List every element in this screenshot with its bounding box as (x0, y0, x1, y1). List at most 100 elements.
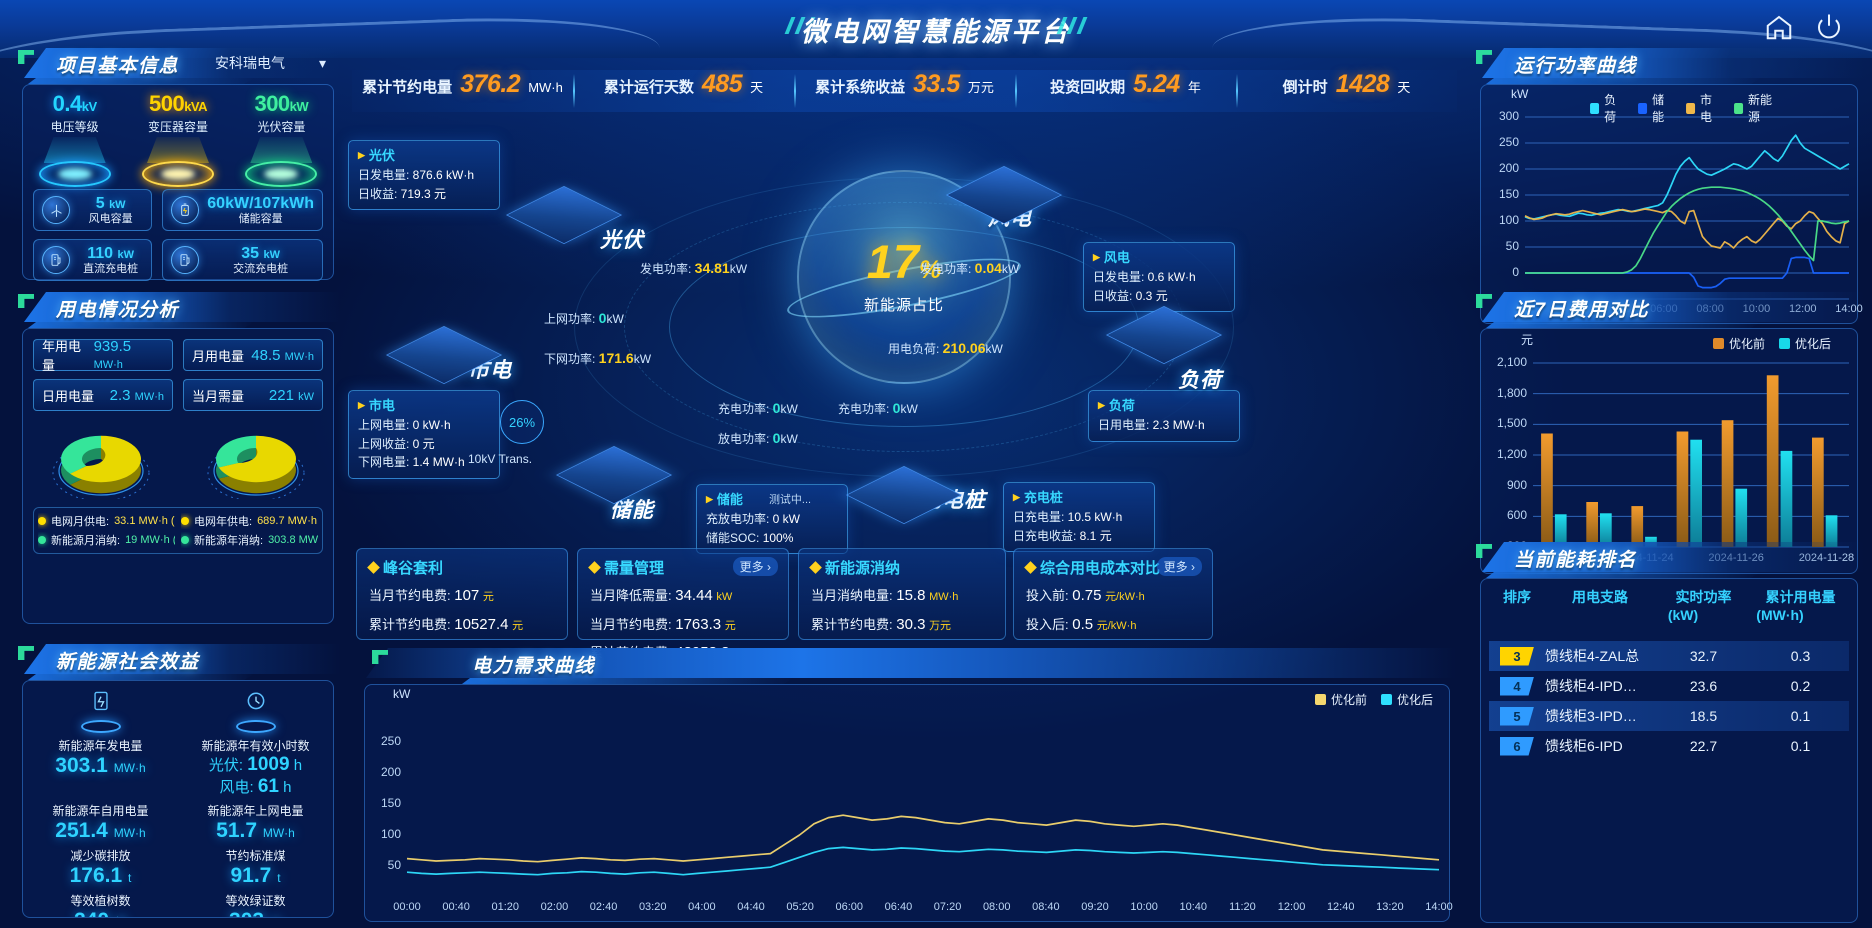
x-tick: 06:00 (835, 901, 864, 913)
gauge-1: 500kVA 变压器容量 (126, 91, 229, 187)
rank-badge: 6 (1500, 736, 1534, 756)
usage-card-0: 年用电量 939.5 MW·h (33, 338, 173, 373)
more-link[interactable]: 更多 › (732, 557, 778, 576)
y-tick: 1,500 (1496, 416, 1527, 431)
kpi-label: 累计系统收益 (815, 79, 906, 96)
table-row[interactable]: 3 馈线柜4-ZAL总 32.7 0.3 (1489, 641, 1849, 671)
x-tick: 14:00 (1425, 901, 1453, 913)
benefit-value: 51.7 MW·h (216, 819, 295, 842)
gauge-2: 300kW 光伏容量 (230, 91, 333, 187)
more-link[interactable]: 更多 › (1156, 557, 1202, 576)
node-card-title: 市电 (358, 396, 490, 416)
usage-card-1: 月用电量 48.5 MW·h (183, 339, 323, 371)
y-tick: 600 (1506, 508, 1527, 523)
legend-储能[interactable]: 储能 (1637, 91, 1672, 125)
legend-优化后[interactable]: 优化后 (1380, 691, 1433, 708)
rank-badge: 3 (1500, 646, 1534, 666)
legend-新能源[interactable]: 新能源 (1733, 91, 1778, 125)
capacity-card-0: 5 kW 风电容量 (33, 189, 153, 231)
y-tick: 1,200 (1496, 447, 1527, 461)
legend-优化前[interactable]: 优化前 (1712, 335, 1765, 352)
card-row-0: 当月消纳电量: 15.8 MW·h (811, 587, 959, 604)
legend-优化后[interactable]: 优化后 (1778, 335, 1831, 352)
x-tick: 10:40 (1179, 901, 1208, 913)
panel-usage-analysis: 用电情况分析 年用电量 939.5 MW·h 月用电量 48.5 MW·h 日用电量 2.… (10, 292, 340, 624)
panel-title: 用电情况分析 (56, 300, 180, 321)
power-icon[interactable] (1814, 12, 1844, 42)
node-platform-负荷 (1106, 272, 1222, 384)
x-tick: 08:40 (1032, 901, 1060, 913)
usage-card-2: 日用电量 2.3 MW·h (33, 379, 173, 411)
legend-label: 电网年供电: (194, 516, 253, 528)
gauge-beam (146, 137, 209, 163)
legend-swatch (1314, 694, 1326, 705)
capacity-label: 储能容量 (238, 212, 283, 225)
rank-power: 32.7 (1689, 648, 1718, 664)
legend-负荷[interactable]: 负荷 (1590, 91, 1624, 125)
rank-energy: 0.1 (1790, 738, 1811, 754)
benefit-cell-1: 新能源年有效小时数 光伏: 1009 h 风电: 61 h (178, 689, 333, 798)
rank-table: 排序 用电支路 实时功率 (kW) 累计用电量 (MW·h) 3 馈线柜4-ZAL总 32.7… (1480, 578, 1858, 923)
bar-0-3 (1676, 431, 1689, 547)
legend-swatch (1380, 694, 1392, 705)
transformer-label: 10kV Trans. (468, 452, 533, 466)
flow-discharge-power: 放电功率: 0kW (718, 430, 798, 446)
y-tick: 300 (1498, 109, 1519, 123)
usage-card-label: 当月需量 (192, 388, 245, 404)
node-platform-储能 (556, 412, 672, 524)
table-row[interactable]: 5 馈线柜3-IPD… 18.5 0.1 (1489, 701, 1849, 731)
legend-优化前[interactable]: 优化前 (1314, 691, 1367, 708)
gauge-beam (43, 137, 106, 163)
benefit-grid: 新能源年发电量 303.1 MW·h 新能源年有效小时数 光伏: 1009 h 风电: … (23, 689, 333, 917)
kpi-value: 485 (701, 70, 743, 98)
node-title-储能: 储能 (610, 499, 654, 522)
kpi-unit: 年 (1187, 80, 1201, 95)
table-row[interactable]: 6 馈线柜6-IPD 22.7 0.1 (1489, 731, 1849, 761)
y-tick: 150 (380, 796, 401, 810)
kpi-unit: MW·h (528, 80, 563, 95)
gauge-disc (141, 161, 214, 187)
benefit-cell-5: 节约标准煤 91.7 t (178, 843, 333, 888)
panel-title: 当前能耗排名 (1514, 550, 1638, 571)
bar-0-0 (1541, 433, 1553, 547)
gauge-label: 变压器容量 (147, 120, 208, 134)
benefit-cell-7: 等效绿证数303 张 (178, 888, 333, 917)
usage-card-label: 日用电量 (42, 388, 95, 404)
gauge-disc (245, 161, 318, 187)
node-card-title: 光伏 (358, 146, 490, 166)
kpi-0: 累计节约电量 376.2 MW·h (352, 70, 573, 112)
legend-市电[interactable]: 市电 (1685, 91, 1720, 125)
renewable-ratio-value: 17% (866, 235, 942, 288)
card-title: 需量管理 (590, 557, 776, 578)
x-tick: 02:00 (540, 901, 569, 913)
card-title: 峰谷套利 (369, 557, 555, 578)
card-title: 新能源消纳 (811, 557, 993, 578)
kpi-strip: 累计节约电量 376.2 MW·h 累计运行天数 485 天 累计系统收益 33.5 万元 投资回… (352, 70, 1457, 112)
rank-col-0: 排序 (1503, 589, 1531, 605)
node-row-2: 下网电量: 1.4 MW·h (358, 455, 465, 470)
capacity-value: 110 kW (87, 245, 135, 263)
x-tick: 12:40 (1326, 901, 1355, 913)
card-row-1: 投入后: 0.5 元/kW·h (1026, 615, 1137, 633)
benefit-sub-2: 风电: 61 h (219, 776, 292, 797)
table-row[interactable]: 4 馈线柜4-IPD… 23.6 0.2 (1489, 671, 1849, 701)
home-icon[interactable] (1764, 12, 1794, 42)
legend-item-2: 新能源月消纳: 19 MW·h (36%) (38, 532, 175, 548)
project-selector[interactable]: 安科瑞电气 ▾ (215, 53, 326, 73)
y-tick: 50 (1505, 239, 1519, 253)
chart-legend: 优化前 优化后 (1314, 691, 1433, 708)
legend-swatch (1733, 102, 1744, 114)
corner-icon (1476, 50, 1492, 64)
series-0 (1524, 134, 1850, 220)
card-title: 综合用电成本对比 (1026, 557, 1200, 578)
corner-icon (18, 50, 34, 64)
legend-value: 303.8 MW·h (31%) (268, 534, 318, 546)
flow-grid-import-power: 下网功率: 171.6kW (544, 350, 652, 366)
kpi-value: 5.24 (1133, 70, 1180, 98)
benefit-label: 新能源年上网电量 (207, 804, 304, 818)
kpi-label: 累计节约电量 (362, 79, 453, 96)
charger-icon (42, 246, 70, 274)
panel-header: 运行功率曲线 (1468, 48, 1864, 84)
